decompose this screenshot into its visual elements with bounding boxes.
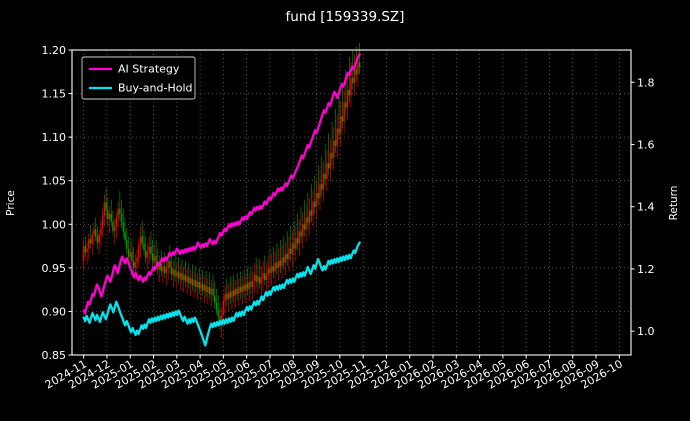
y-axis-label: Price [5,190,17,216]
y2-tick-label: 1.6 [637,138,655,151]
y-tick-label: 0.95 [42,262,67,275]
y2-tick-label: 1.2 [637,263,655,276]
y-tick-label: 1.05 [42,175,67,188]
legend-label-2: Buy-and-Hold [118,82,193,95]
y-tick-label: 0.85 [42,349,67,362]
axes-layer [68,49,635,359]
chart-title: fund [159339.SZ] [286,9,405,25]
y-tick-label: 1.20 [42,44,67,57]
y-tick-label: 0.90 [42,305,67,318]
chart-legend[interactable]: AI Strategy Buy-and-Hold [81,56,196,100]
y-tick-label: 1.00 [42,218,67,231]
line-series-layer [82,53,361,347]
grid-lines [72,49,631,356]
y2-tick-label: 1.4 [637,201,655,214]
legend-label-1: AI Strategy [118,63,180,76]
y2-axis-label: Return [668,186,680,221]
candlestick-series [82,43,361,338]
y-tick-label: 1.10 [42,131,67,144]
y2-tick-label: 1.0 [637,325,655,338]
y-tick-label: 1.15 [42,88,67,101]
y2-tick-label: 1.8 [637,76,655,89]
